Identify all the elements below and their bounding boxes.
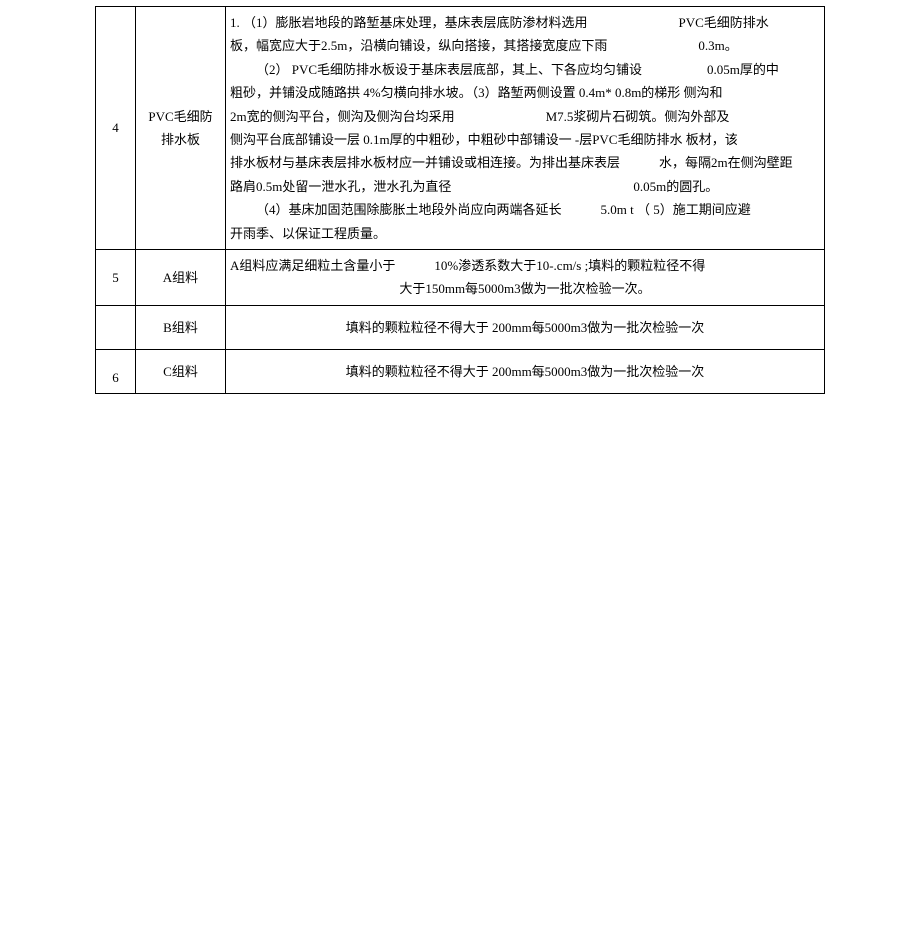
material-name: B组料: [136, 305, 226, 349]
material-name: C组料: [136, 350, 226, 394]
desc-text: 水，每隔2m在侧沟壁距: [659, 155, 793, 170]
desc-text: （4）基床加固范围除膨胀土地段外尚应向两端各延长: [256, 202, 562, 217]
desc-text: 0.05m的圆孔。: [633, 179, 718, 194]
table-row: B组料 填料的颗粒粒径不得大于 200mm每5000m3做为一批次检验一次: [96, 305, 825, 349]
description-cell: 1. （1）膨胀岩地段的路堑基床处理，基床表层底防渗材料选用 PVC毛细防排水 板…: [226, 7, 825, 250]
table-row: 5 A组料 A组料应满足细粒土含量小于 10%渗透系数大于10-.cm/s ;填料…: [96, 249, 825, 305]
description-cell: 填料的颗粒粒径不得大于 200mm每5000m3做为一批次检验一次: [226, 305, 825, 349]
desc-text: 板，幅宽应大于2.5m，沿横向铺设，纵向搭接，其搭接宽度应下雨: [230, 38, 607, 53]
desc-text: 大于150mm每5000m3做为一批次检验一次。: [399, 281, 650, 296]
desc-text: 填料的颗粒粒径不得大于 200mm每5000m3做为一批次检验一次: [346, 320, 705, 335]
description-cell: 填料的颗粒粒径不得大于 200mm每5000m3做为一批次检验一次: [226, 350, 825, 394]
material-name: PVC毛细防 排水板: [136, 7, 226, 250]
desc-text: 侧沟平台底部铺设一层 0.1m厚的中粗砂，中粗砂中部铺设一 -层PVC毛细防排水…: [230, 132, 738, 147]
desc-text: 填料的颗粒粒径不得大于 200mm每5000m3做为一批次检验一次: [346, 364, 705, 379]
desc-text: 0.05m厚的中: [707, 62, 779, 77]
desc-text: （2） PVC毛细防排水板设于基床表层底部，其上、下各应均匀铺设: [256, 62, 642, 77]
row-number: 6: [96, 350, 136, 394]
desc-text: 0.3m。: [698, 38, 737, 53]
desc-text: M7.5浆砌片石砌筑。侧沟外部及: [546, 109, 730, 124]
table-row: 4 PVC毛细防 排水板 1. （1）膨胀岩地段的路堑基床处理，基床表层底防渗材…: [96, 7, 825, 250]
desc-text: 粗砂，并铺没成随路拱 4%匀横向排水坡。（3）路堑两侧设置 0.4m* 0.8m…: [230, 85, 723, 100]
desc-text: 5.0m t （ 5）施工期间应避: [601, 202, 751, 217]
desc-text: 开雨季、以保证工程质量。: [230, 226, 386, 241]
description-cell: A组料应满足细粒土含量小于 10%渗透系数大于10-.cm/s ;填料的颗粒粒径不…: [226, 249, 825, 305]
desc-text: 2m宽的侧沟平台，侧沟及侧沟台均采用: [230, 109, 455, 124]
row-number: 5: [96, 249, 136, 305]
spec-table-wrap: 4 PVC毛细防 排水板 1. （1）膨胀岩地段的路堑基床处理，基床表层底防渗材…: [95, 6, 825, 394]
row-number: 4: [96, 7, 136, 250]
name-line: 排水板: [161, 132, 200, 147]
spec-table: 4 PVC毛细防 排水板 1. （1）膨胀岩地段的路堑基床处理，基床表层底防渗材…: [95, 6, 825, 394]
desc-text: PVC毛细防排水: [679, 15, 769, 30]
desc-text: A组料应满足细粒土含量小于: [230, 258, 395, 273]
desc-text: 10%渗透系数大于10-.cm/s ;填料的颗粒粒径不得: [434, 258, 705, 273]
desc-text: 1. （1）膨胀岩地段的路堑基床处理，基床表层底防渗材料选用: [230, 15, 588, 30]
name-line: PVC毛细防: [148, 109, 212, 124]
row-number: [96, 305, 136, 349]
table-row: 6 C组料 填料的颗粒粒径不得大于 200mm每5000m3做为一批次检验一次: [96, 350, 825, 394]
desc-text: 路肩0.5m处留一泄水孔，泄水孔为直径: [230, 179, 451, 194]
material-name: A组料: [136, 249, 226, 305]
desc-text: 排水板材与基床表层排水板材应一并铺设或相连接。为排出基床表层: [230, 155, 620, 170]
